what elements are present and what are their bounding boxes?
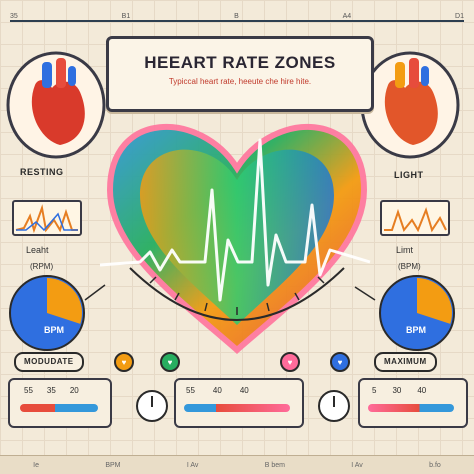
strip-label-2: BPM <box>105 461 121 469</box>
left-scale-num-1: 55 <box>24 386 33 395</box>
left-pointer-arrow <box>84 284 106 301</box>
inner-heart-shape <box>140 149 334 325</box>
left-scale-num-3: 20 <box>69 386 79 395</box>
right-scale-num-1: 5 <box>372 386 377 395</box>
resting-label: RESTING <box>20 167 64 177</box>
center-scale-numbers: 55 40 40 <box>186 386 249 395</box>
right-mini-chart <box>380 200 450 236</box>
strip-label-1: Ie <box>33 461 39 469</box>
moderate-zone-label: MODUDATE <box>14 352 84 372</box>
left-pie-slice <box>47 278 82 324</box>
dial-ticks <box>149 276 325 315</box>
left-scale-bar <box>20 404 98 412</box>
strip-label-3: I Av <box>186 461 199 469</box>
right-scale-numbers: 5 30 40 <box>372 386 426 395</box>
left-mid-label: Leaht <box>26 245 49 255</box>
bottom-strip: Ie BPM I Av B bem I Av b.fo <box>0 455 474 474</box>
dial-arc <box>129 267 345 321</box>
heart-dot-icon-4: ♥ <box>330 352 350 372</box>
center-scale-num-2: 40 <box>212 386 222 395</box>
left-mid-unit: (RPM) <box>30 262 54 271</box>
strip-label-4: B bem <box>264 461 285 469</box>
left-scale-num-2: 35 <box>46 386 56 395</box>
right-pie-chart: BPM <box>379 275 455 351</box>
ruler-label-4: A4 <box>342 13 352 20</box>
left-scale-numbers: 55 35 20 <box>24 386 79 395</box>
center-scale-bar <box>184 404 290 412</box>
anatomical-heart-right <box>360 51 460 159</box>
right-pointer-arrow <box>354 286 376 301</box>
page-subtitle: Typiccal heart rate, heeute che hire hit… <box>168 77 312 86</box>
center-scale-num-3: 40 <box>239 386 249 395</box>
top-ruler: 35 B1 B A4 D1 <box>10 6 464 22</box>
title-box: HEEART RATE ZONES Typiccal heart rate, h… <box>106 36 374 112</box>
ruler-label-2: B1 <box>121 13 131 20</box>
right-pie-slice <box>417 278 452 324</box>
left-gauge-icon <box>136 390 168 422</box>
ruler-label-3: B <box>234 13 239 20</box>
right-scale-num-3: 40 <box>417 386 427 395</box>
heart-dot-icon-2: ♥ <box>160 352 180 372</box>
left-mini-chart-svg <box>15 204 78 234</box>
right-scale-bar <box>368 404 454 412</box>
ruler-label-1: 35 <box>10 13 18 20</box>
left-pie-label: BPM <box>44 325 64 335</box>
left-mini-chart <box>12 200 82 236</box>
right-pie-label: BPM <box>406 325 426 335</box>
strip-label-5: I Av <box>351 461 363 469</box>
bottom-right-panel: 5 30 40 <box>358 378 468 428</box>
page-title: HEEART RATE ZONES <box>144 53 336 72</box>
right-gauge-icon <box>318 390 350 422</box>
bottom-center-panel: 55 40 40 <box>174 378 304 428</box>
left-pie-chart: BPM <box>9 275 85 351</box>
right-mini-chart-svg <box>384 206 447 233</box>
bottom-left-panel: 55 35 20 <box>8 378 112 428</box>
heart-dot-icon-1: ♥ <box>114 352 134 372</box>
right-scale-num-2: 30 <box>392 386 402 395</box>
right-mid-unit: (BPM) <box>398 262 421 271</box>
anatomical-heart-left <box>6 51 106 159</box>
right-mid-label: Limt <box>396 245 414 255</box>
light-label: LIGHT <box>394 170 424 180</box>
ecg-line <box>99 138 371 302</box>
center-scale-num-1: 55 <box>186 386 195 395</box>
ruler-label-5: D1 <box>455 13 464 20</box>
maximum-zone-label: MAXIMUM <box>374 352 437 372</box>
strip-label-6: b.fo <box>429 461 441 469</box>
heart-dot-icon-3: ♥ <box>280 352 300 372</box>
